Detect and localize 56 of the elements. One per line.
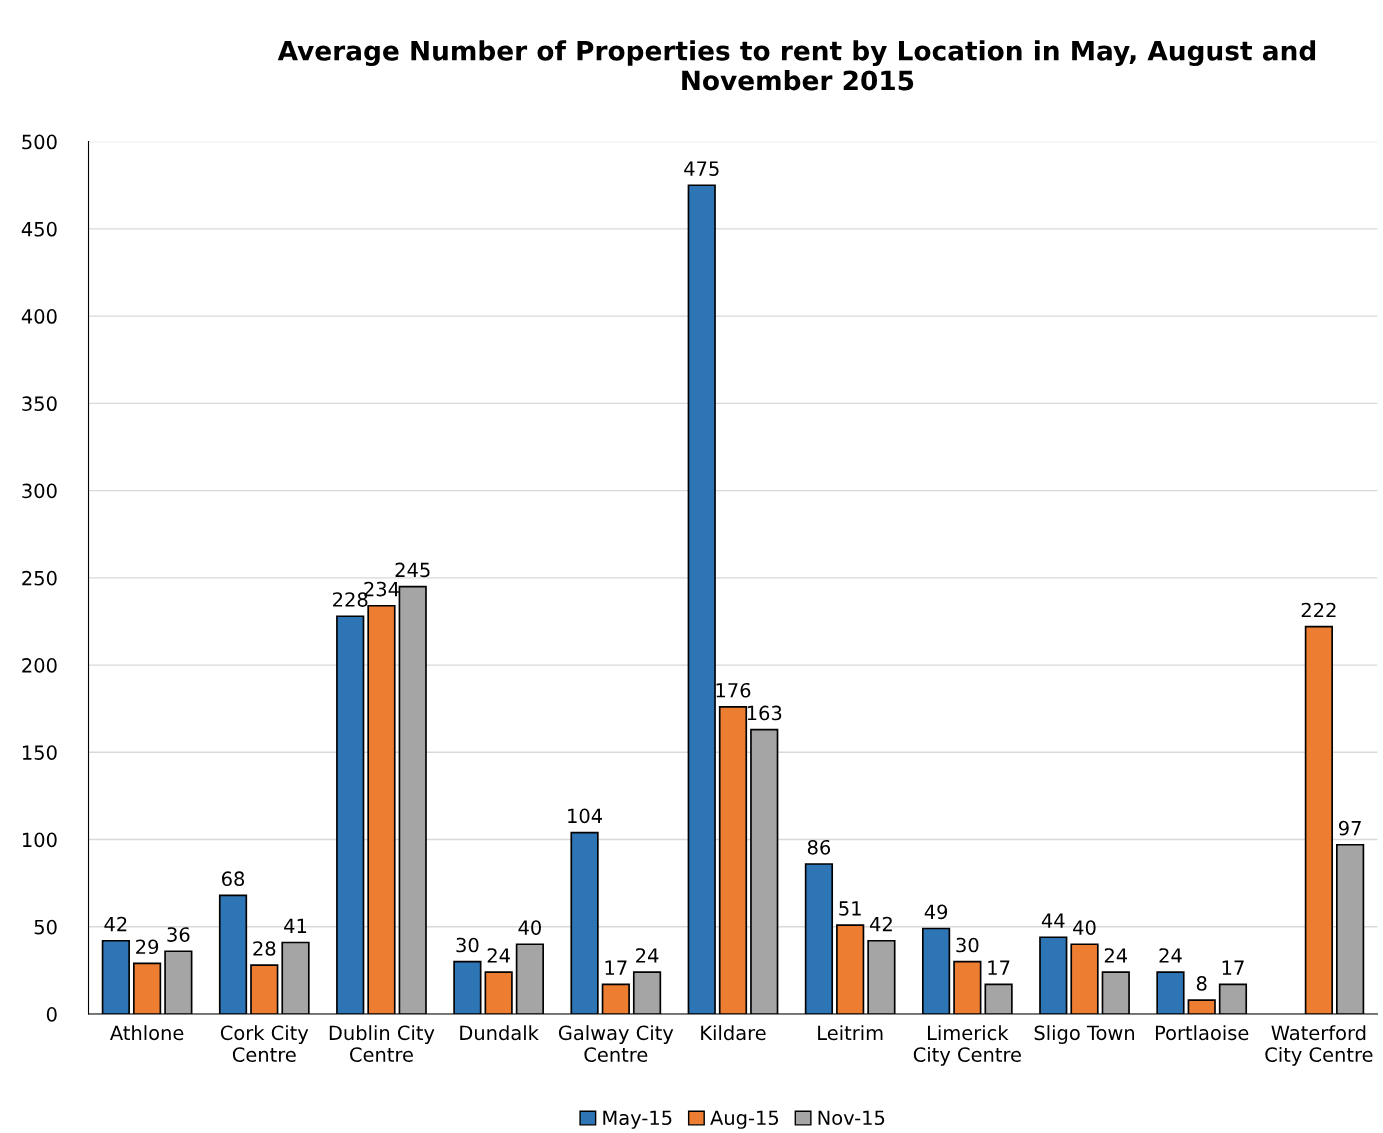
y-tick-label: 500	[22, 134, 57, 150]
data-label: 163	[747, 705, 782, 721]
data-label: 44	[1041, 913, 1065, 928]
data-label: 40	[1073, 920, 1096, 935]
y-tick-label: 100	[22, 832, 57, 848]
x-tick-label: Limerick City Centre	[913, 1025, 1021, 1066]
x-tick-label: Leitrim	[818, 1025, 883, 1041]
y-tick-label: 300	[22, 483, 57, 499]
y-tick-label: 50	[34, 919, 57, 935]
x-tick-label: Dublin City Centre	[329, 1025, 435, 1062]
x-tick-label: Waterford City Centre	[1265, 1025, 1373, 1066]
data-label: 41	[284, 918, 307, 933]
data-label: 29	[136, 939, 159, 955]
data-label: 104	[568, 808, 603, 824]
data-label: 42	[104, 916, 127, 932]
data-label: 30	[956, 937, 979, 953]
data-label: 8	[1196, 976, 1207, 991]
y-tick-label: 350	[22, 396, 57, 412]
data-label: 222	[1301, 602, 1336, 618]
y-tick-label: 450	[21, 221, 57, 237]
data-label: 36	[167, 927, 190, 942]
legend-label: Aug-15	[710, 1110, 779, 1129]
data-label: 51	[839, 901, 861, 916]
data-label: 40	[518, 920, 541, 935]
x-tick-label: Sligo Town	[1034, 1025, 1134, 1044]
data-label: 475	[684, 161, 719, 176]
data-label: 42	[869, 916, 892, 932]
data-label: 86	[807, 839, 831, 855]
data-label: 30	[456, 937, 479, 953]
data-label: 24	[487, 948, 510, 963]
data-label: 24	[1104, 948, 1128, 963]
data-label: 17	[988, 960, 1010, 975]
data-label: 49	[924, 904, 948, 920]
x-tick-label: Athlone	[110, 1025, 184, 1041]
data-label: 97	[1338, 820, 1361, 836]
y-tick-label: 200	[22, 658, 57, 673]
y-tick-label: 400	[21, 309, 57, 324]
data-label: 17	[605, 960, 627, 975]
data-label: 24	[636, 948, 659, 963]
data-label: 17	[1222, 960, 1244, 975]
x-tick-label: Portlaoise	[1155, 1025, 1249, 1041]
legend-label: May-15	[603, 1110, 672, 1129]
data-label: 245	[395, 562, 430, 578]
x-tick-label: Cork City Centre	[220, 1025, 309, 1062]
data-label: 176	[716, 682, 751, 698]
y-tick-label: 0	[46, 1006, 57, 1022]
data-label: 24	[1159, 948, 1182, 963]
x-tick-label: Kildare	[701, 1025, 766, 1041]
data-label: 28	[253, 941, 276, 956]
chart-title: Average Number of Properties to rent by Location in May, August and November 2015	[277, 40, 1316, 91]
y-tick-label: 250	[22, 570, 57, 586]
data-label: 68	[222, 871, 245, 887]
x-tick-label: Galway City Centre	[558, 1025, 674, 1062]
legend-label: Nov-15	[818, 1110, 885, 1126]
x-tick-label: Dundalk	[460, 1025, 539, 1041]
y-tick-label: 150	[22, 745, 57, 760]
